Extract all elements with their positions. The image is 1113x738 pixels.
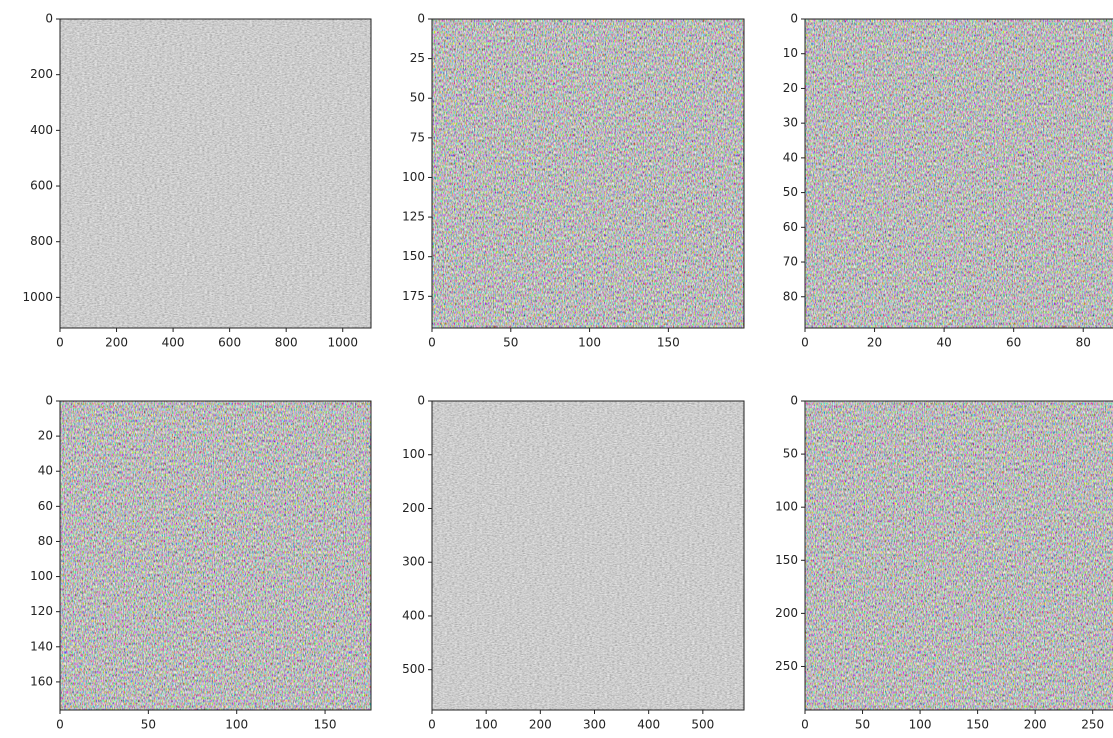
x-tick-label: 80	[1076, 336, 1091, 350]
axes-frame	[431, 400, 745, 711]
x-tick-label: 300	[583, 718, 606, 732]
x-tick-label: 500	[691, 718, 714, 732]
y-tick-label: 0	[790, 12, 798, 26]
subplot: 0 50 100 150 200 250 0 50 100 150 200 250	[775, 394, 1113, 732]
image	[805, 19, 1113, 328]
x-tick-label: 150	[966, 718, 989, 732]
y-tick-label: 70	[783, 255, 798, 269]
x-tick-label: 0	[56, 718, 64, 732]
y-tick-label: 40	[38, 464, 53, 478]
y-tick-label: 160	[30, 674, 53, 688]
image	[60, 401, 371, 710]
x-tick-label: 200	[105, 336, 128, 350]
y-tick-label: 150	[402, 249, 425, 263]
subplot: 0 200 400 600 800 1000 0 200 400 600 800 1000	[22, 12, 372, 350]
y-tick-label: 80	[783, 289, 798, 303]
x-tick-label: 200	[1024, 718, 1047, 732]
x-tick-label: 600	[218, 336, 241, 350]
x-tick-label: 50	[855, 718, 870, 732]
y-tick-label: 100	[402, 170, 425, 184]
x-tick-label: 200	[529, 718, 552, 732]
x-tick-label: 400	[637, 718, 660, 732]
image	[432, 19, 744, 328]
y-tick-label: 75	[410, 130, 425, 144]
y-tick-label: 100	[775, 500, 798, 514]
y-tick-label: 500	[402, 662, 425, 676]
y-tick-label: 600	[30, 179, 53, 193]
y-tick-label: 10	[783, 46, 798, 60]
subplot: 0 50 100 150 0 20 40 60 80 100 120 140 160	[30, 394, 372, 732]
y-tick-label: 400	[402, 608, 425, 622]
x-tick-label: 150	[314, 718, 337, 732]
y-tick-label: 120	[30, 604, 53, 618]
y-tick-label: 150	[775, 553, 798, 567]
x-tick-label: 800	[275, 336, 298, 350]
y-tick-label: 400	[30, 123, 53, 137]
y-tick-label: 200	[30, 67, 53, 81]
x-tick-label: 0	[428, 336, 436, 350]
y-tick-label: 175	[402, 289, 425, 303]
image	[60, 19, 371, 328]
y-tick-label: 50	[410, 91, 425, 105]
y-tick-label: 40	[783, 150, 798, 164]
x-tick-label: 50	[141, 718, 156, 732]
y-tick-label: 50	[783, 447, 798, 461]
x-tick-label: 20	[867, 336, 882, 350]
y-tick-label: 0	[790, 394, 798, 408]
y-tick-label: 300	[402, 555, 425, 569]
y-tick-label: 250	[775, 659, 798, 673]
x-tick-label: 0	[801, 336, 809, 350]
axes-frame	[804, 18, 1113, 329]
x-tick-label: 0	[56, 336, 64, 350]
axes-frame	[59, 400, 372, 711]
y-tick-label: 0	[417, 12, 425, 26]
subplot: 0 20 40 60 80 0 10 20 30 40 50 60 70 80	[783, 12, 1113, 350]
axes-frame	[59, 18, 372, 329]
image	[805, 401, 1113, 710]
x-tick-label: 50	[503, 336, 518, 350]
y-tick-label: 200	[402, 501, 425, 515]
y-tick-label: 125	[402, 210, 425, 224]
x-tick-label: 100	[225, 718, 248, 732]
x-tick-label: 100	[909, 718, 932, 732]
y-tick-label: 20	[783, 81, 798, 95]
x-tick-label: 0	[428, 718, 436, 732]
x-tick-label: 100	[475, 718, 498, 732]
y-tick-label: 800	[30, 234, 53, 248]
x-tick-label: 0	[801, 718, 809, 732]
axes-frame	[431, 18, 745, 329]
y-tick-label: 60	[38, 499, 53, 513]
y-tick-label: 200	[775, 606, 798, 620]
y-tick-label: 0	[45, 12, 53, 26]
image	[432, 401, 744, 710]
y-tick-label: 50	[783, 185, 798, 199]
y-tick-label: 0	[45, 394, 53, 408]
x-tick-label: 40	[936, 336, 951, 350]
subplot: 0 100 200 300 400 500 0 100 200 300 400 500	[402, 394, 745, 732]
x-tick-label: 400	[162, 336, 185, 350]
y-tick-label: 100	[30, 569, 53, 583]
y-tick-label: 25	[410, 51, 425, 65]
y-tick-label: 1000	[22, 290, 53, 304]
y-tick-label: 100	[402, 447, 425, 461]
y-tick-label: 60	[783, 220, 798, 234]
y-tick-label: 80	[38, 534, 53, 548]
x-tick-label: 100	[578, 336, 601, 350]
y-tick-label: 0	[417, 394, 425, 408]
subplot: 0 50 100 150 0 25 50 75 100 125 150 175	[402, 12, 745, 350]
x-tick-label: 250	[1081, 718, 1104, 732]
y-tick-label: 30	[783, 116, 798, 130]
x-tick-label: 150	[657, 336, 680, 350]
x-tick-label: 1000	[327, 336, 358, 350]
x-tick-label: 60	[1006, 336, 1021, 350]
y-tick-label: 140	[30, 639, 53, 653]
y-tick-label: 20	[38, 429, 53, 443]
axes-frame	[804, 400, 1113, 711]
